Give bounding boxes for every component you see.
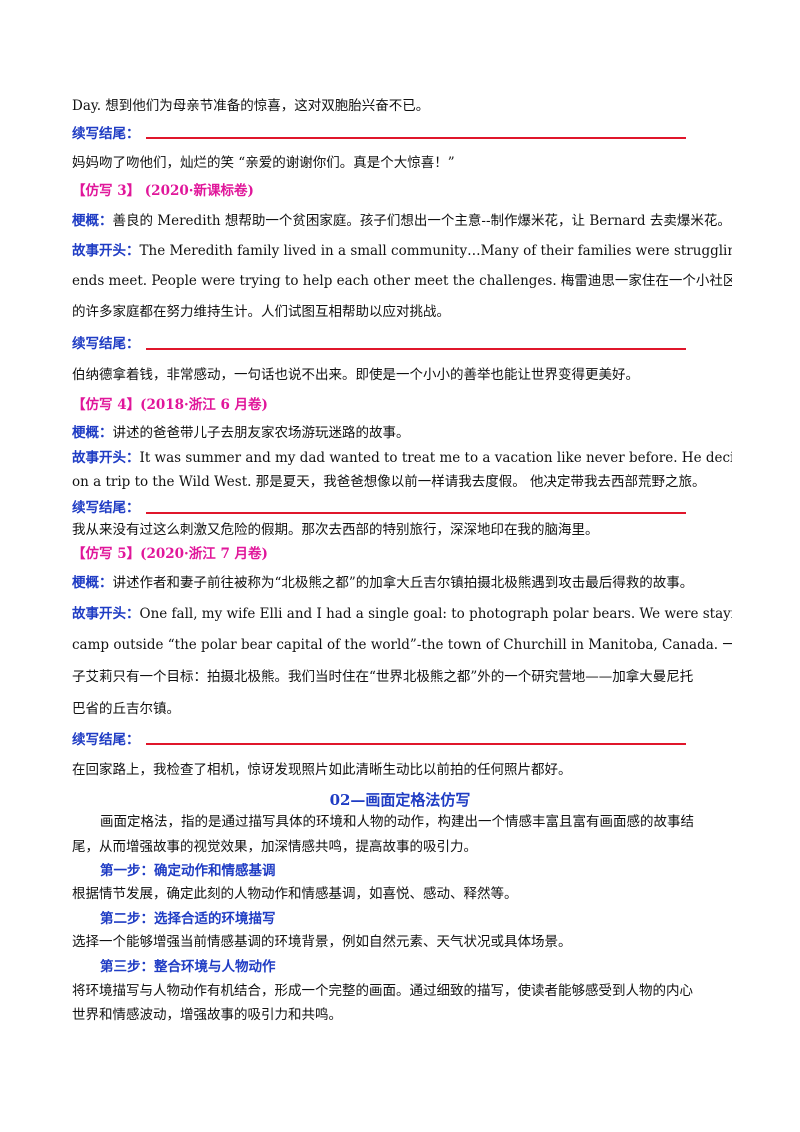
text-line: 妈妈吻了吻他们，灿烂的笑 “亲爱的谢谢你们。真是个大惊喜！” (72, 155, 455, 171)
section-tag: 【仿写 4】(2018·浙江 6 月卷) (72, 397, 268, 413)
summary-line: 梗概：善良的 Meredith 想帮助一个贫困家庭。孩子们想出一个主意--制作爆… (72, 212, 732, 230)
story-start-line: 故事开头：It was summer and my dad wanted to … (72, 449, 732, 467)
text-line: 巴省的丘吉尔镇。 (72, 701, 180, 717)
summary-label: 梗概： (72, 213, 113, 229)
summary-line: 梗概：讲述作者和妻子前往被称为“北极熊之都”的加拿大丘吉尔镇拍摄北极熊遇到攻击最… (72, 574, 732, 592)
step-heading: 第一步：确定动作和情感基调 (100, 863, 276, 879)
step-heading: 第二步：选择合适的环境描写 (100, 911, 276, 927)
paragraph-line: 根据情节发展，确定此刻的人物动作和情感基调，如喜悦、感动、释然等。 (72, 886, 518, 902)
story-start-label: 故事开头： (72, 606, 140, 622)
text-line: 伯纳德拿着钱，非常感动，一句话也说不出来。即使是一个小小的善举也能让世界变得更美… (72, 367, 639, 383)
section-tag: 【仿写 3】 (2020·新课标卷) (72, 183, 254, 199)
paragraph-line: 尾，从而增强故事的视觉效果，加深情感共鸣，提高故事的吸引力。 (72, 839, 477, 855)
story-start-text: It was summer and my dad wanted to treat… (139, 450, 733, 466)
story-start-label: 故事开头： (72, 243, 140, 259)
summary-label: 梗概： (72, 425, 113, 441)
blank-underline (146, 743, 686, 745)
step-heading: 第三步：整合环境与人物动作 (100, 959, 276, 975)
paragraph-line: 画面定格法，指的是通过描写具体的环境和人物的动作，构建出一个情感丰富且富有画面感… (100, 814, 694, 830)
blank-underline (146, 137, 686, 139)
continuation-ending-label: 续写结尾： (72, 500, 140, 516)
continuation-ending-label: 续写结尾： (72, 732, 140, 748)
summary-text: 讲述作者和妻子前往被称为“北极熊之都”的加拿大丘吉尔镇拍摄北极熊遇到攻击最后得救… (112, 575, 694, 591)
summary-label: 梗概： (72, 575, 113, 591)
text-line: 的许多家庭都在努力维持生计。人们试图互相帮助以应对挑战。 (72, 304, 450, 320)
summary-text: 讲述的爸爸带儿子去朋友家农场游玩迷路的故事。 (112, 425, 410, 441)
text-line: 我从来没有过这么刺激又危险的假期。那次去西部的特别旅行，深深地印在我的脑海里。 (72, 522, 599, 538)
text-line: Day. 想到他们为母亲节准备的惊喜，这对双胞胎兴奋不已。 (72, 98, 430, 114)
paragraph-line: 将环境描写与人物动作有机结合，形成一个完整的画面。通过细致的描写，使读者能够感受… (72, 983, 693, 999)
text-line: 子艾莉只有一个目标：拍摄北极熊。我们当时住在“世界北极熊之都”外的一个研究营地—… (72, 669, 694, 685)
blank-underline (146, 348, 686, 350)
section-title: 02—画面定格法仿写 (329, 791, 471, 809)
text-line: camp outside “the polar bear capital of … (72, 637, 732, 653)
paragraph-line: 世界和情感波动，增强故事的吸引力和共鸣。 (72, 1007, 342, 1023)
blank-underline (146, 512, 686, 514)
section-tag: 【仿写 5】(2020·浙江 7 月卷) (72, 546, 268, 562)
text-line: 在回家路上，我检查了相机，惊讶发现照片如此清晰生动比以前拍的任何照片都好。 (72, 762, 572, 778)
summary-text: 善良的 Meredith 想帮助一个贫困家庭。孩子们想出一个主意--制作爆米花，… (112, 213, 731, 229)
continuation-ending-label: 续写结尾： (72, 126, 140, 142)
story-start-text: The Meredith family lived in a small com… (139, 243, 733, 259)
story-start-text: One fall, my wife Elli and I had a singl… (139, 606, 733, 622)
story-start-label: 故事开头： (72, 450, 140, 466)
story-start-line: 故事开头：The Meredith family lived in a smal… (72, 242, 732, 260)
summary-line: 梗概：讲述的爸爸带儿子去朋友家农场游玩迷路的故事。 (72, 424, 732, 442)
text-line: on a trip to the Wild West. 那是夏天，我爸爸想像以前… (72, 474, 706, 490)
paragraph-line: 选择一个能够增强当前情感基调的环境背景，例如自然元素、天气状况或具体场景。 (72, 934, 572, 950)
continuation-ending-label: 续写结尾： (72, 336, 140, 352)
story-start-line: 故事开头：One fall, my wife Elli and I had a … (72, 605, 732, 623)
text-line: ends meet. People were trying to help ea… (72, 273, 732, 289)
